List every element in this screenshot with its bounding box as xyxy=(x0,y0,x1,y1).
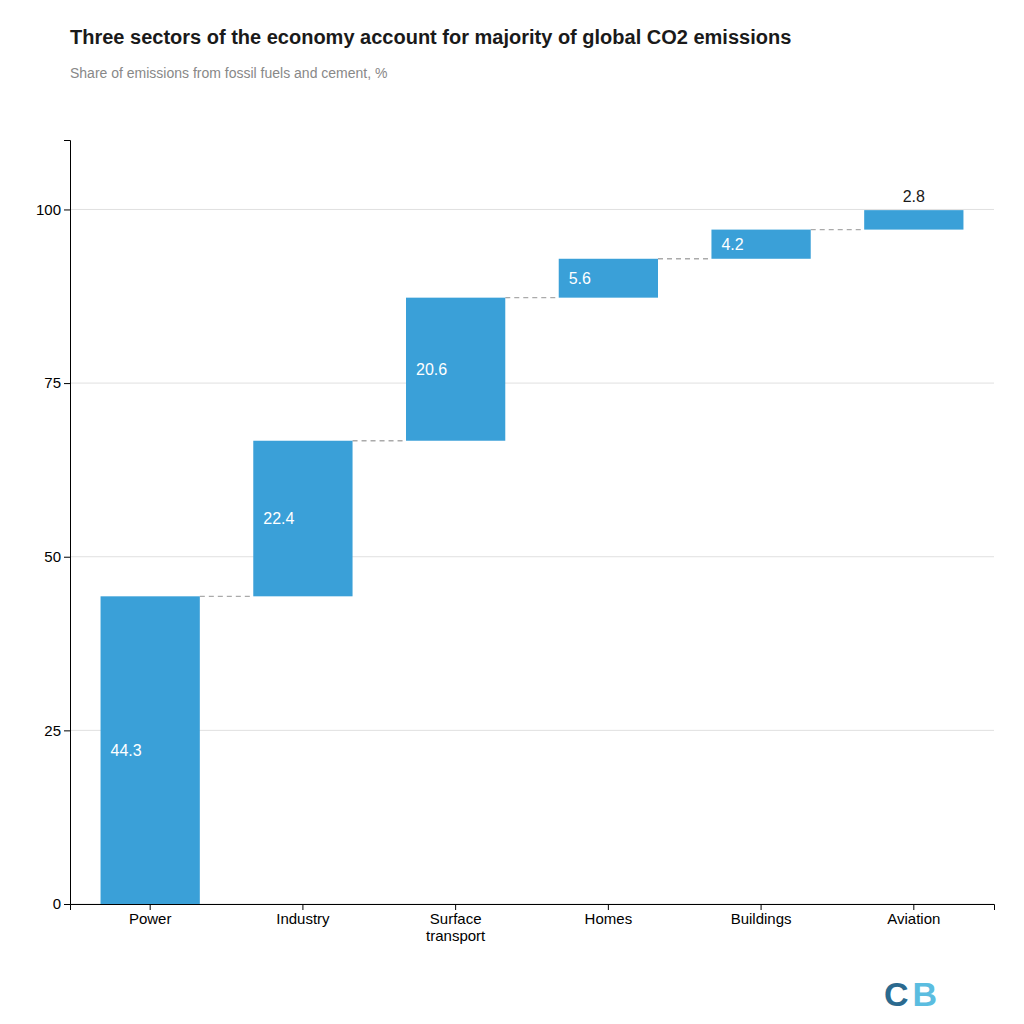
bar xyxy=(864,210,963,229)
x-tick-label: Industry xyxy=(276,910,330,927)
y-tick-mark xyxy=(64,730,70,731)
y-axis-line xyxy=(64,141,71,905)
x-tick-label: Surfacetransport xyxy=(426,910,486,944)
grid-line xyxy=(70,383,994,384)
data-label: 22.4 xyxy=(263,510,294,527)
x-tick-label: Power xyxy=(129,910,172,927)
grid-line xyxy=(70,209,994,210)
annotation: C xyxy=(884,975,909,1013)
bar xyxy=(559,259,658,298)
data-label: 2.8 xyxy=(903,188,925,205)
subtitle: Share of emissions from fossil fuels and… xyxy=(70,65,387,81)
y-tick-mark xyxy=(64,904,70,905)
y-tick: 0 xyxy=(53,895,70,912)
connector xyxy=(200,596,253,597)
grid-line xyxy=(70,730,994,731)
annotations: CB xyxy=(884,975,937,1013)
grid xyxy=(70,209,994,904)
y-tick-label: 25 xyxy=(44,722,61,739)
y-tick-mark xyxy=(64,383,70,384)
x-axis-line xyxy=(71,905,995,911)
x-tick-label: Buildings xyxy=(731,910,792,927)
connector xyxy=(353,440,406,441)
x-tick-label: Homes xyxy=(585,910,633,927)
bar xyxy=(406,298,505,441)
data-label: 44.3 xyxy=(111,742,142,759)
y-tick: 75 xyxy=(44,374,70,391)
y-tick: 100 xyxy=(36,201,70,218)
y-tick-mark xyxy=(64,209,70,210)
x-tick-label: Aviation xyxy=(887,910,940,927)
x-tick: Power xyxy=(129,904,172,927)
connector xyxy=(658,258,711,259)
data-labels: 44.3 22.4 20.6 5.6 4.2 2.8 xyxy=(111,188,925,759)
y-tick-label: 75 xyxy=(44,374,61,391)
bar xyxy=(101,596,200,904)
y-axis: 0 25 50 75 100 xyxy=(36,141,71,913)
y-tick: 25 xyxy=(44,722,70,739)
bar xyxy=(711,230,810,259)
title: Three sectors of the economy account for… xyxy=(70,26,791,48)
x-tick: Surfacetransport xyxy=(426,904,486,944)
data-label: 4.2 xyxy=(721,236,743,253)
x-tick: Aviation xyxy=(887,904,940,927)
connector xyxy=(811,229,864,230)
plot-area xyxy=(101,210,964,904)
x-tick: Buildings xyxy=(731,904,792,927)
y-tick: 50 xyxy=(44,548,70,565)
x-tick: Industry xyxy=(276,904,330,927)
y-tick-label: 0 xyxy=(53,895,61,912)
y-tick-label: 50 xyxy=(44,548,61,565)
bar xyxy=(253,441,352,597)
grid-line xyxy=(70,556,994,557)
chart: Three sectors of the economy account for… xyxy=(0,0,1024,1024)
data-label: 20.6 xyxy=(416,361,447,378)
annotation: B xyxy=(913,975,938,1013)
x-axis: Power Industry Surfacetransport Homes Buildi… xyxy=(71,904,995,944)
x-tick: Homes xyxy=(585,904,633,927)
y-tick-mark xyxy=(64,557,70,558)
connector xyxy=(505,297,558,298)
data-label: 5.6 xyxy=(569,270,591,287)
y-tick-label: 100 xyxy=(36,201,61,218)
